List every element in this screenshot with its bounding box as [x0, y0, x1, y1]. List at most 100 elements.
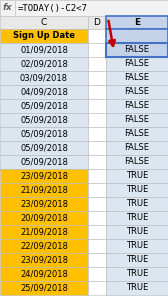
Bar	[0, 211, 88, 225]
Text: TRUE: TRUE	[126, 227, 148, 236]
Text: FALSE: FALSE	[124, 116, 150, 124]
Text: FALSE: FALSE	[124, 158, 150, 166]
Bar	[0, 169, 88, 183]
Bar	[106, 197, 168, 211]
Text: 03/09/2018: 03/09/2018	[20, 74, 68, 82]
Bar	[0, 253, 88, 267]
Text: 24/09/2018: 24/09/2018	[20, 269, 68, 278]
Bar	[88, 43, 106, 57]
Text: FALSE: FALSE	[124, 59, 150, 68]
Text: TRUE: TRUE	[126, 214, 148, 223]
Bar	[106, 99, 168, 113]
Text: Sign Up Date: Sign Up Date	[13, 32, 75, 40]
Bar	[0, 239, 88, 253]
Text: TRUE: TRUE	[126, 256, 148, 265]
Bar	[106, 281, 168, 295]
Bar	[88, 99, 106, 113]
Bar	[88, 225, 106, 239]
Bar	[0, 183, 88, 197]
Bar	[106, 225, 168, 239]
Bar	[106, 253, 168, 267]
Text: 25/09/2018: 25/09/2018	[20, 284, 68, 292]
Bar	[0, 197, 88, 211]
Text: TRUE: TRUE	[126, 242, 148, 250]
Bar	[106, 183, 168, 197]
Bar	[0, 85, 88, 99]
Text: 21/09/2018: 21/09/2018	[20, 227, 68, 236]
Text: FALSE: FALSE	[124, 130, 150, 139]
Bar	[88, 183, 106, 197]
Text: 05/09/2018: 05/09/2018	[20, 158, 68, 166]
Text: 05/09/2018: 05/09/2018	[20, 130, 68, 139]
Bar	[88, 267, 106, 281]
Bar	[106, 71, 168, 85]
Text: 04/09/2018: 04/09/2018	[20, 88, 68, 97]
Bar	[88, 127, 106, 141]
Bar	[106, 16, 168, 29]
Bar	[106, 267, 168, 281]
Bar	[88, 57, 106, 71]
Bar	[88, 16, 106, 29]
Bar	[0, 225, 88, 239]
Bar	[106, 211, 168, 225]
Bar	[106, 127, 168, 141]
Text: 21/09/2018: 21/09/2018	[20, 185, 68, 194]
Bar	[106, 29, 168, 43]
Bar	[0, 267, 88, 281]
Text: TRUE: TRUE	[126, 200, 148, 208]
Text: 01/09/2018: 01/09/2018	[20, 46, 68, 55]
Bar	[88, 197, 106, 211]
Bar	[106, 141, 168, 155]
Text: =TODAY()-C2<7: =TODAY()-C2<7	[18, 4, 88, 13]
Text: E: E	[134, 18, 140, 27]
Bar	[0, 57, 88, 71]
Text: fx: fx	[3, 4, 13, 13]
Text: TRUE: TRUE	[126, 269, 148, 278]
Text: 23/09/2018: 23/09/2018	[20, 200, 68, 208]
Text: FALSE: FALSE	[124, 88, 150, 97]
Text: 23/09/2018: 23/09/2018	[20, 256, 68, 265]
Bar	[106, 155, 168, 169]
Text: FALSE: FALSE	[124, 46, 150, 55]
Bar	[0, 113, 88, 127]
Text: 23/09/2018: 23/09/2018	[20, 172, 68, 181]
Text: 20/09/2018: 20/09/2018	[20, 214, 68, 223]
Bar	[106, 113, 168, 127]
Text: FALSE: FALSE	[124, 74, 150, 82]
Text: D: D	[94, 18, 100, 27]
Bar	[0, 141, 88, 155]
Text: 05/09/2018: 05/09/2018	[20, 143, 68, 152]
Text: FALSE: FALSE	[124, 101, 150, 110]
Bar	[0, 281, 88, 295]
Bar	[0, 29, 88, 43]
Text: C: C	[41, 18, 47, 27]
Bar	[88, 281, 106, 295]
Bar	[88, 239, 106, 253]
Bar	[88, 85, 106, 99]
Text: 05/09/2018: 05/09/2018	[20, 101, 68, 110]
Bar	[106, 239, 168, 253]
Text: 02/09/2018: 02/09/2018	[20, 59, 68, 68]
Bar	[106, 43, 168, 57]
Bar	[0, 16, 88, 29]
Bar	[88, 211, 106, 225]
Text: FALSE: FALSE	[124, 143, 150, 152]
Bar	[0, 0, 168, 16]
Bar	[0, 71, 88, 85]
Bar	[88, 141, 106, 155]
Bar	[0, 43, 88, 57]
Bar	[0, 155, 88, 169]
Bar	[0, 99, 88, 113]
Bar	[106, 57, 168, 71]
Bar	[106, 169, 168, 183]
Bar	[88, 155, 106, 169]
Bar	[106, 85, 168, 99]
Bar	[0, 127, 88, 141]
Bar	[88, 169, 106, 183]
Bar	[88, 113, 106, 127]
Text: TRUE: TRUE	[126, 172, 148, 181]
Text: TRUE: TRUE	[126, 284, 148, 292]
Bar	[88, 29, 106, 43]
Text: TRUE: TRUE	[126, 185, 148, 194]
Text: 22/09/2018: 22/09/2018	[20, 242, 68, 250]
